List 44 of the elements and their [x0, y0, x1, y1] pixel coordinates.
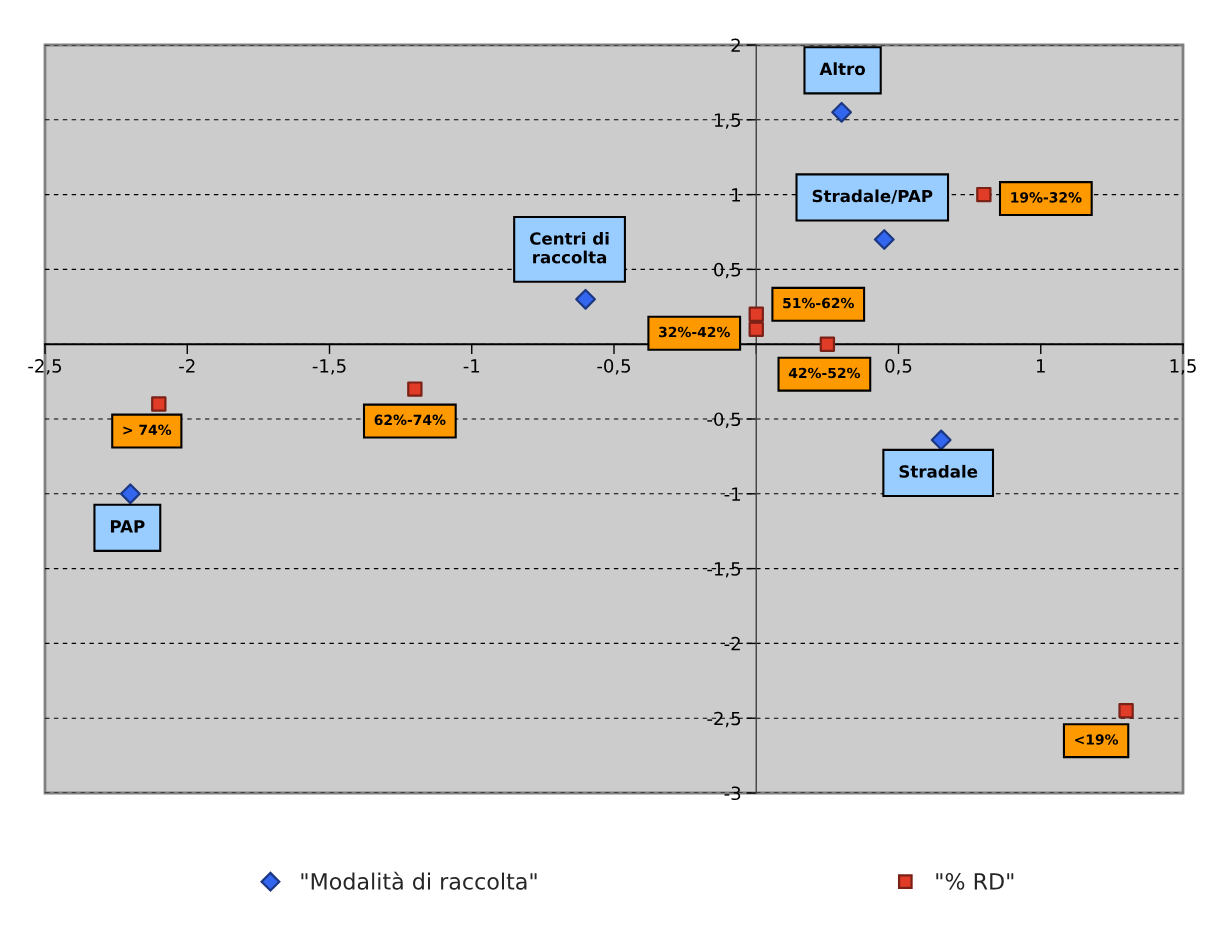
point [873, 229, 895, 250]
point [976, 186, 992, 203]
data-label: 19%-32% [1011, 192, 1082, 203]
x-tick-label: 0,5 [885, 359, 912, 375]
data-label: 42%-52% [788, 367, 861, 379]
x-tick-label: -1,5 [312, 359, 346, 375]
data-label: Stradale [899, 464, 978, 478]
point [1118, 703, 1134, 719]
data-label: Centri di raccolta [530, 231, 609, 264]
data-label: Stradale/PAP [812, 189, 933, 204]
legend-label: "Modalità di raccolta" [301, 871, 537, 890]
data-label: <19% [1075, 734, 1119, 745]
data-label: 32%-42% [659, 326, 730, 338]
legend-label: "% RD" [936, 872, 1014, 890]
y-tick-label: 2 [731, 38, 740, 52]
y-tick-label: 0,5 [714, 262, 741, 279]
point [748, 321, 764, 337]
x-tick-label: -0,5 [597, 359, 631, 375]
point [819, 336, 836, 352]
x-tick-label: -2,5 [28, 359, 62, 375]
y-tick-label: -1,5 [707, 562, 741, 578]
x-tick-label: 1,5 [1170, 359, 1196, 375]
point [831, 101, 853, 123]
point [151, 396, 167, 412]
y-tick-label: -2 [724, 636, 740, 651]
y-tick-label: -0,5 [707, 412, 741, 428]
y-tick-label: 1,5 [714, 113, 741, 129]
y-tick-label: 1 [732, 188, 740, 202]
data-label: > 74% [123, 424, 172, 436]
x-tick-label: 1 [1036, 359, 1045, 373]
data-label: PAP [110, 520, 145, 533]
data-label: 62%-74% [374, 414, 446, 426]
point [930, 429, 952, 451]
point [119, 483, 141, 505]
y-tick-label: -2,5 [707, 711, 741, 728]
y-tick-label: -1 [724, 487, 740, 501]
point [748, 306, 764, 322]
point [575, 288, 596, 310]
x-tick-label: -1 [463, 359, 480, 373]
y-tick-label: -3 [724, 786, 741, 801]
x-tick-label: -2 [179, 359, 195, 373]
data-label: Altro [819, 62, 866, 76]
data-label: 51%-62% [783, 297, 854, 309]
point [407, 381, 423, 397]
